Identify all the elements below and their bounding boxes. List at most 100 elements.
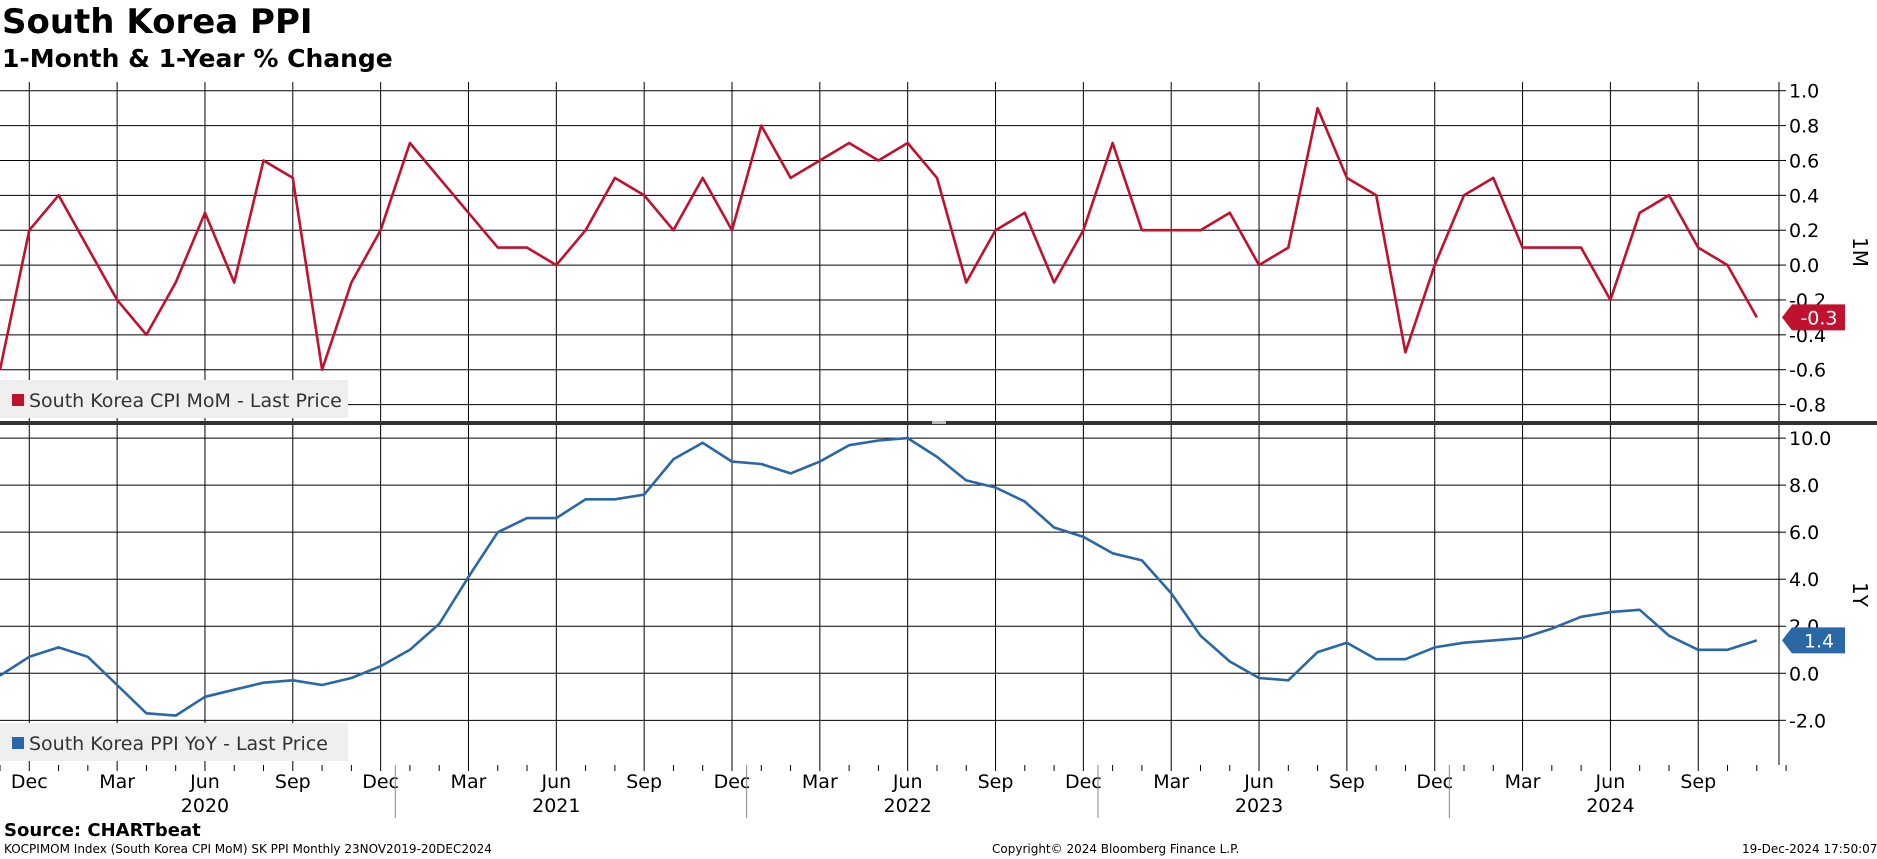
bottom-point-5 <box>145 712 148 715</box>
x-tick-label-11: Sep <box>978 771 1014 793</box>
bottom-point-26 <box>760 462 763 465</box>
top-point-23 <box>672 229 675 232</box>
top-point-38 <box>1111 142 1114 145</box>
top-point-56 <box>1638 211 1641 214</box>
x-year-label-2: 2022 <box>884 795 932 817</box>
top-point-4 <box>116 298 119 301</box>
bottom-point-40 <box>1170 592 1173 595</box>
top-point-33 <box>965 281 968 284</box>
top-point-10 <box>291 176 294 179</box>
top-point-44 <box>1287 246 1290 249</box>
bottom-point-46 <box>1345 641 1348 644</box>
bottom-point-8 <box>233 688 236 691</box>
bottom-point-3 <box>86 655 89 658</box>
bottom-point-24 <box>701 441 704 444</box>
x-tick-label-16: Dec <box>1416 771 1453 793</box>
bottom-point-58 <box>1697 648 1700 651</box>
x-tick-label-15: Sep <box>1329 771 1365 793</box>
top-y-tick-label-3: 0.4 <box>1789 185 1819 207</box>
top-point-5 <box>145 333 148 336</box>
top-last-value-label: -0.3 <box>1800 307 1837 329</box>
bottom-point-54 <box>1580 615 1583 618</box>
top-legend-swatch <box>12 394 24 406</box>
x-tick-label-17: Mar <box>1505 771 1541 793</box>
bottom-y-tick-label-0: 10.0 <box>1789 428 1831 450</box>
bottom-point-38 <box>1111 552 1114 555</box>
top-point-21 <box>613 176 616 179</box>
top-legend-bg <box>0 380 348 418</box>
top-point-54 <box>1580 246 1583 249</box>
top-point-8 <box>233 281 236 284</box>
bottom-point-34 <box>994 486 997 489</box>
top-point-39 <box>1140 229 1143 232</box>
bottom-point-19 <box>555 517 558 520</box>
x-tick-label-9: Mar <box>802 771 838 793</box>
top-point-14 <box>408 142 411 145</box>
top-point-51 <box>1492 176 1495 179</box>
bottom-point-23 <box>672 458 675 461</box>
top-point-30 <box>877 159 880 162</box>
bottom-point-56 <box>1638 608 1641 611</box>
bottom-point-44 <box>1287 679 1290 682</box>
bottom-point-45 <box>1316 651 1319 654</box>
top-point-6 <box>174 281 177 284</box>
bottom-series-line <box>0 436 1758 717</box>
top-point-43 <box>1258 264 1261 267</box>
top-y-tick-label-9: -0.8 <box>1789 395 1826 417</box>
top-point-46 <box>1345 176 1348 179</box>
top-point-9 <box>262 159 265 162</box>
top-point-32 <box>935 176 938 179</box>
bottom-point-39 <box>1140 559 1143 562</box>
bottom-point-47 <box>1375 658 1378 661</box>
top-point-59 <box>1726 264 1729 267</box>
bottom-y-tick-label-6: -2.0 <box>1789 710 1826 732</box>
top-legend-label: South Korea CPI MoM - Last Price <box>29 390 342 412</box>
top-point-3 <box>86 246 89 249</box>
top-y-tick-label-5: 0.0 <box>1789 255 1819 277</box>
bottom-point-37 <box>1082 535 1085 538</box>
x-tick-label-3: Sep <box>275 771 311 793</box>
x-tick-label-12: Dec <box>1065 771 1102 793</box>
x-tick-label-6: Jun <box>540 771 571 793</box>
bottom-point-14 <box>408 648 411 651</box>
timestamp: 19-Dec-2024 17:50:07 <box>1742 842 1877 856</box>
bottom-point-32 <box>935 455 938 458</box>
bottom-y-tick-label-2: 6.0 <box>1789 522 1819 544</box>
bottom-point-29 <box>848 444 851 447</box>
top-point-11 <box>321 368 324 371</box>
top-point-35 <box>1023 211 1026 214</box>
bottom-point-16 <box>467 575 470 578</box>
top-point-17 <box>496 246 499 249</box>
bottom-point-12 <box>350 676 353 679</box>
bottom-point-21 <box>613 498 616 501</box>
x-year-label-4: 2024 <box>1586 795 1634 817</box>
top-y-tick-label-1: 0.8 <box>1789 116 1819 138</box>
x-tick-label-18: Jun <box>1595 771 1626 793</box>
top-point-15 <box>438 176 441 179</box>
x-tick-label-2: Jun <box>189 771 220 793</box>
top-point-20 <box>584 229 587 232</box>
bottom-point-36 <box>1053 526 1056 529</box>
bottom-point-33 <box>965 479 968 482</box>
bottom-point-50 <box>1463 641 1466 644</box>
bottom-point-43 <box>1258 676 1261 679</box>
x-tick-label-19: Sep <box>1680 771 1716 793</box>
top-point-19 <box>555 264 558 267</box>
bottom-point-31 <box>906 437 909 440</box>
x-tick-label-1: Mar <box>99 771 135 793</box>
bottom-point-60 <box>1755 639 1758 642</box>
x-year-label-0: 2020 <box>181 795 229 817</box>
x-year-label-1: 2021 <box>532 795 580 817</box>
x-tick-label-8: Dec <box>714 771 751 793</box>
top-last-value-tag <box>1782 304 1845 331</box>
top-point-49 <box>1433 264 1436 267</box>
chart-title: South Korea PPI <box>2 2 313 42</box>
copyright: Copyright© 2024 Bloomberg Finance L.P. <box>992 842 1240 856</box>
bottom-point-55 <box>1609 611 1612 614</box>
top-point-27 <box>789 176 792 179</box>
bottom-point-11 <box>321 684 324 687</box>
bottom-y-tick-label-5: 0.0 <box>1789 663 1819 685</box>
top-point-26 <box>760 124 763 127</box>
bottom-point-2 <box>57 646 60 649</box>
